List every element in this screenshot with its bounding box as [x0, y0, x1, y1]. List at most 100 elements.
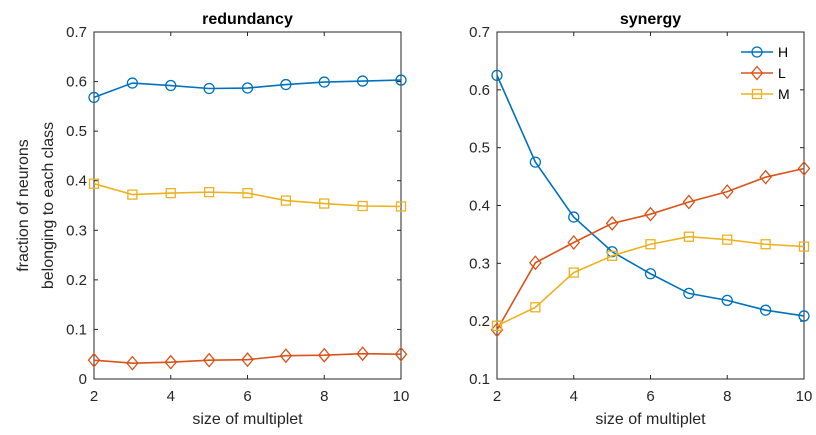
data-point-H	[491, 69, 503, 82]
data-point-L	[759, 169, 772, 185]
data-point-H	[165, 79, 177, 92]
y-tick-label: 0.2	[66, 272, 87, 289]
x-axis-label: size of multiplet	[595, 411, 706, 428]
y-tick-label: 0	[79, 371, 87, 388]
y-axis-label: fraction of neurons	[15, 139, 32, 272]
x-tick-label: 8	[320, 388, 328, 405]
data-point-L	[682, 194, 696, 210]
data-point-H	[318, 76, 330, 88]
data-point-L	[720, 184, 734, 200]
series-line-L	[496, 167, 805, 331]
data-point-M	[722, 234, 733, 245]
legend-marker-L	[750, 65, 764, 81]
y-tick-label: 0.7	[66, 24, 87, 41]
data-point-M	[357, 200, 368, 212]
data-point-M	[645, 239, 656, 250]
x-tick-label: 6	[646, 388, 654, 405]
data-point-H	[88, 91, 100, 104]
data-point-L	[394, 346, 408, 362]
data-point-M	[165, 187, 176, 199]
data-point-H	[280, 78, 292, 91]
series-line-M	[93, 182, 402, 208]
data-point-H	[126, 77, 139, 89]
data-point-L	[126, 355, 139, 371]
data-point-L	[490, 322, 504, 338]
x-tick-label: 10	[796, 388, 813, 405]
series-line-H	[93, 79, 402, 99]
y-axis-label: belonging to each class	[40, 122, 57, 289]
legend-label-H: H	[778, 44, 788, 60]
legend-label-L: L	[778, 65, 786, 81]
y-tick-label: 0.5	[469, 140, 490, 157]
data-point-M	[319, 198, 330, 209]
y-tick-label: 0.6	[469, 82, 490, 99]
x-tick-label: 2	[90, 388, 98, 405]
chart-panel-redundancy: 0 0.1 0.2 0.3 0.4 0.5 0.6 0.7 2 4 6 8 10 redundancy si…	[15, 11, 409, 428]
data-point-H	[644, 268, 657, 280]
legend: HLM	[741, 44, 790, 102]
data-point-L	[164, 354, 178, 370]
x-tick-label: 4	[167, 388, 175, 405]
x-tick-label: 8	[723, 388, 731, 405]
chart-title: redundancy	[202, 11, 293, 28]
data-point-M	[127, 189, 138, 200]
x-axis-label: size of multiplet	[192, 411, 303, 428]
data-point-H	[721, 294, 733, 306]
data-point-M	[88, 178, 100, 189]
legend-label-M: M	[778, 86, 790, 102]
data-point-H	[203, 82, 215, 95]
series-line-L	[93, 352, 402, 364]
x-tick-label: 2	[493, 388, 501, 405]
data-point-M	[530, 302, 541, 313]
y-tick-label: 0.5	[66, 123, 87, 140]
series-H	[491, 69, 810, 322]
data-point-M	[203, 186, 215, 198]
series-M	[88, 178, 407, 212]
series-line-H	[496, 75, 805, 317]
data-point-M	[760, 239, 771, 250]
data-point-M	[242, 187, 253, 199]
y-tick-label: 0.3	[66, 222, 87, 239]
series-H	[88, 74, 407, 104]
data-point-L	[87, 352, 101, 368]
data-point-L	[279, 348, 293, 364]
data-point-H	[395, 74, 407, 86]
data-point-L	[605, 215, 619, 231]
legend-marker-M	[751, 88, 763, 100]
data-point-M	[798, 241, 810, 252]
y-tick-label: 0.3	[469, 255, 490, 272]
x-tick-label: 10	[393, 388, 410, 405]
data-point-H	[529, 156, 542, 168]
legend-marker-H	[751, 46, 763, 58]
data-point-H	[241, 82, 254, 94]
series-M	[491, 231, 810, 331]
x-tick-label: 4	[570, 388, 578, 405]
series-L	[87, 346, 408, 371]
data-point-M	[491, 320, 503, 331]
chart-panel-synergy: 0.1 0.2 0.3 0.4 0.5 0.6 0.7 2 4 6 8 10 synergy size o…	[469, 11, 812, 428]
data-point-L	[797, 160, 811, 176]
data-point-M	[280, 195, 292, 206]
axes-box	[496, 31, 805, 380]
y-tick-label: 0.6	[66, 74, 87, 91]
y-tick-label: 0.4	[66, 173, 87, 190]
data-point-H	[568, 211, 580, 223]
chart-title: synergy	[620, 11, 681, 28]
y-tick-label: 0.1	[469, 371, 490, 388]
data-point-L	[241, 352, 254, 368]
series-line-M	[496, 235, 805, 327]
data-point-L	[644, 206, 657, 222]
y-tick-label: 0.4	[469, 198, 490, 215]
data-point-L	[567, 235, 581, 251]
data-point-L	[202, 352, 216, 368]
data-point-H	[356, 75, 369, 87]
data-point-M	[683, 231, 695, 242]
data-point-L	[356, 346, 369, 362]
data-point-L	[529, 255, 542, 271]
series-L	[490, 160, 811, 338]
data-point-H	[683, 287, 695, 300]
y-tick-label: 0.1	[66, 321, 87, 338]
data-point-M	[568, 267, 579, 278]
data-point-H	[798, 310, 810, 322]
